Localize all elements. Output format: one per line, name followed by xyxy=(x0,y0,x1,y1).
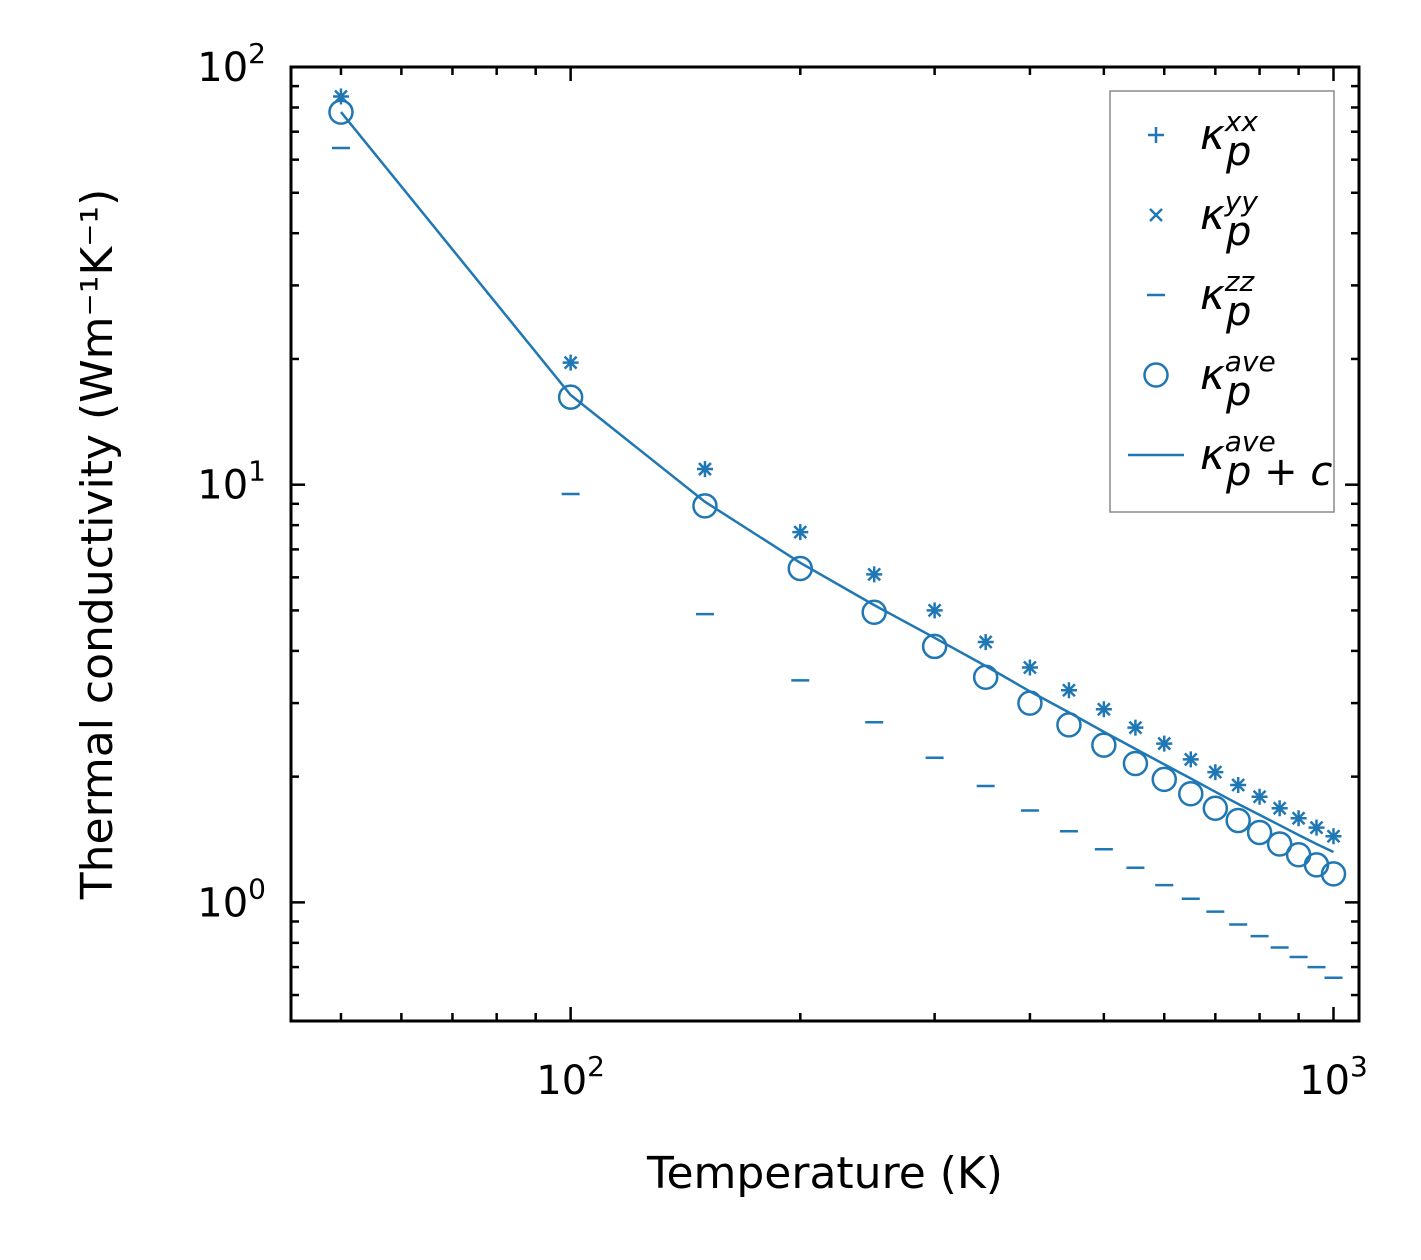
x-stroke-b xyxy=(1023,660,1037,675)
point-kave xyxy=(1091,732,1117,758)
legend-label-kzz: κzz xyxy=(1200,265,1255,319)
y-tick-label: 100 xyxy=(197,872,266,926)
point-kave xyxy=(921,633,948,660)
point-kave xyxy=(1202,795,1229,822)
legend-label-kave: κave xyxy=(1200,345,1276,399)
point-kave xyxy=(1266,831,1293,857)
point-kyy xyxy=(1023,660,1037,675)
point-kyy xyxy=(1208,765,1223,780)
point-kyy xyxy=(978,635,993,649)
x-stroke-b xyxy=(563,355,578,370)
x-stroke-b xyxy=(1291,811,1306,826)
labels-layer: 102 103 100 101 102 xyxy=(197,37,1368,1104)
series-kzz xyxy=(331,146,1343,980)
x-stroke-b xyxy=(927,603,942,618)
x-stroke-b xyxy=(1157,736,1172,751)
x-stroke-b xyxy=(698,462,712,476)
legend-marker-icon xyxy=(1149,208,1163,222)
point-kyy xyxy=(1272,801,1287,816)
point-kave xyxy=(1178,780,1204,807)
x-stroke-b xyxy=(1272,801,1287,816)
point-kyy xyxy=(698,462,712,476)
legend-label-kave_pc: κave xyxy=(1200,425,1276,479)
x-stroke-b xyxy=(1128,720,1143,735)
x-stroke-b xyxy=(1096,702,1111,717)
point-kyy xyxy=(1231,778,1246,792)
x-tick-label: 103 xyxy=(1299,1050,1368,1104)
point-kyy xyxy=(1183,752,1198,767)
legend-sub-kzz: p xyxy=(1225,289,1251,335)
x-stroke-b xyxy=(1062,683,1076,698)
x-stroke-b xyxy=(1252,789,1267,804)
x-stroke-b xyxy=(1326,829,1341,844)
legend-marker-icon xyxy=(1148,127,1164,143)
point-kave xyxy=(1320,861,1347,887)
point-kyy xyxy=(563,355,578,370)
point-kave xyxy=(328,99,354,125)
x-axis-label: Temperature (K) xyxy=(646,1148,1003,1199)
y-axis-label: Thermal conductivity (Wm⁻¹K⁻¹) xyxy=(72,189,123,901)
point-kyy xyxy=(1309,820,1324,835)
x-stroke-b xyxy=(867,567,882,582)
legend-label-kyy: κyy xyxy=(1200,185,1258,239)
y-tick-label: 102 xyxy=(197,37,266,91)
point-kyy xyxy=(1291,811,1306,826)
x-stroke-b xyxy=(1149,208,1163,222)
point-kave xyxy=(557,384,584,410)
point-kave xyxy=(1225,807,1251,834)
point-kyy xyxy=(1157,736,1172,751)
x-stroke-b xyxy=(1208,765,1223,780)
point-kyy xyxy=(1252,789,1267,804)
x-stroke-b xyxy=(793,525,808,539)
legend-sub-kave_pc: p + c xyxy=(1225,449,1332,495)
x-stroke-b xyxy=(1231,778,1246,792)
series-kave_pc xyxy=(340,111,1335,854)
point-kyy xyxy=(867,567,882,582)
legend-sub-kyy: p xyxy=(1225,209,1251,255)
legend-sub-kave: p xyxy=(1225,369,1251,415)
series-kave xyxy=(328,99,1347,887)
point-kyy xyxy=(793,525,808,539)
point-kave xyxy=(692,493,718,519)
point-kave xyxy=(1122,750,1149,777)
x-stroke-b xyxy=(978,635,993,649)
point-kave xyxy=(1246,819,1273,846)
point-kyy xyxy=(1062,683,1076,698)
point-kyy xyxy=(927,603,942,618)
x-tick-label: 102 xyxy=(536,1050,605,1104)
legend-frame xyxy=(1109,90,1335,513)
series-kyy xyxy=(334,89,1341,844)
point-kyy xyxy=(1326,829,1341,844)
x-stroke-b xyxy=(1183,752,1198,767)
x-stroke-b xyxy=(1309,820,1324,835)
y-tick-label: 101 xyxy=(197,455,266,509)
plot-frame xyxy=(289,65,1361,1023)
legend-sub-kxx: p xyxy=(1225,129,1251,175)
series-line-kave_pc xyxy=(340,111,1335,854)
point-kave xyxy=(1151,766,1178,793)
point-kyy xyxy=(1128,720,1143,735)
legend-marker-icon xyxy=(1143,362,1169,388)
series-layer xyxy=(328,88,1347,980)
legend-label-kxx: κxx xyxy=(1200,105,1258,159)
point-kyy xyxy=(1096,702,1111,717)
